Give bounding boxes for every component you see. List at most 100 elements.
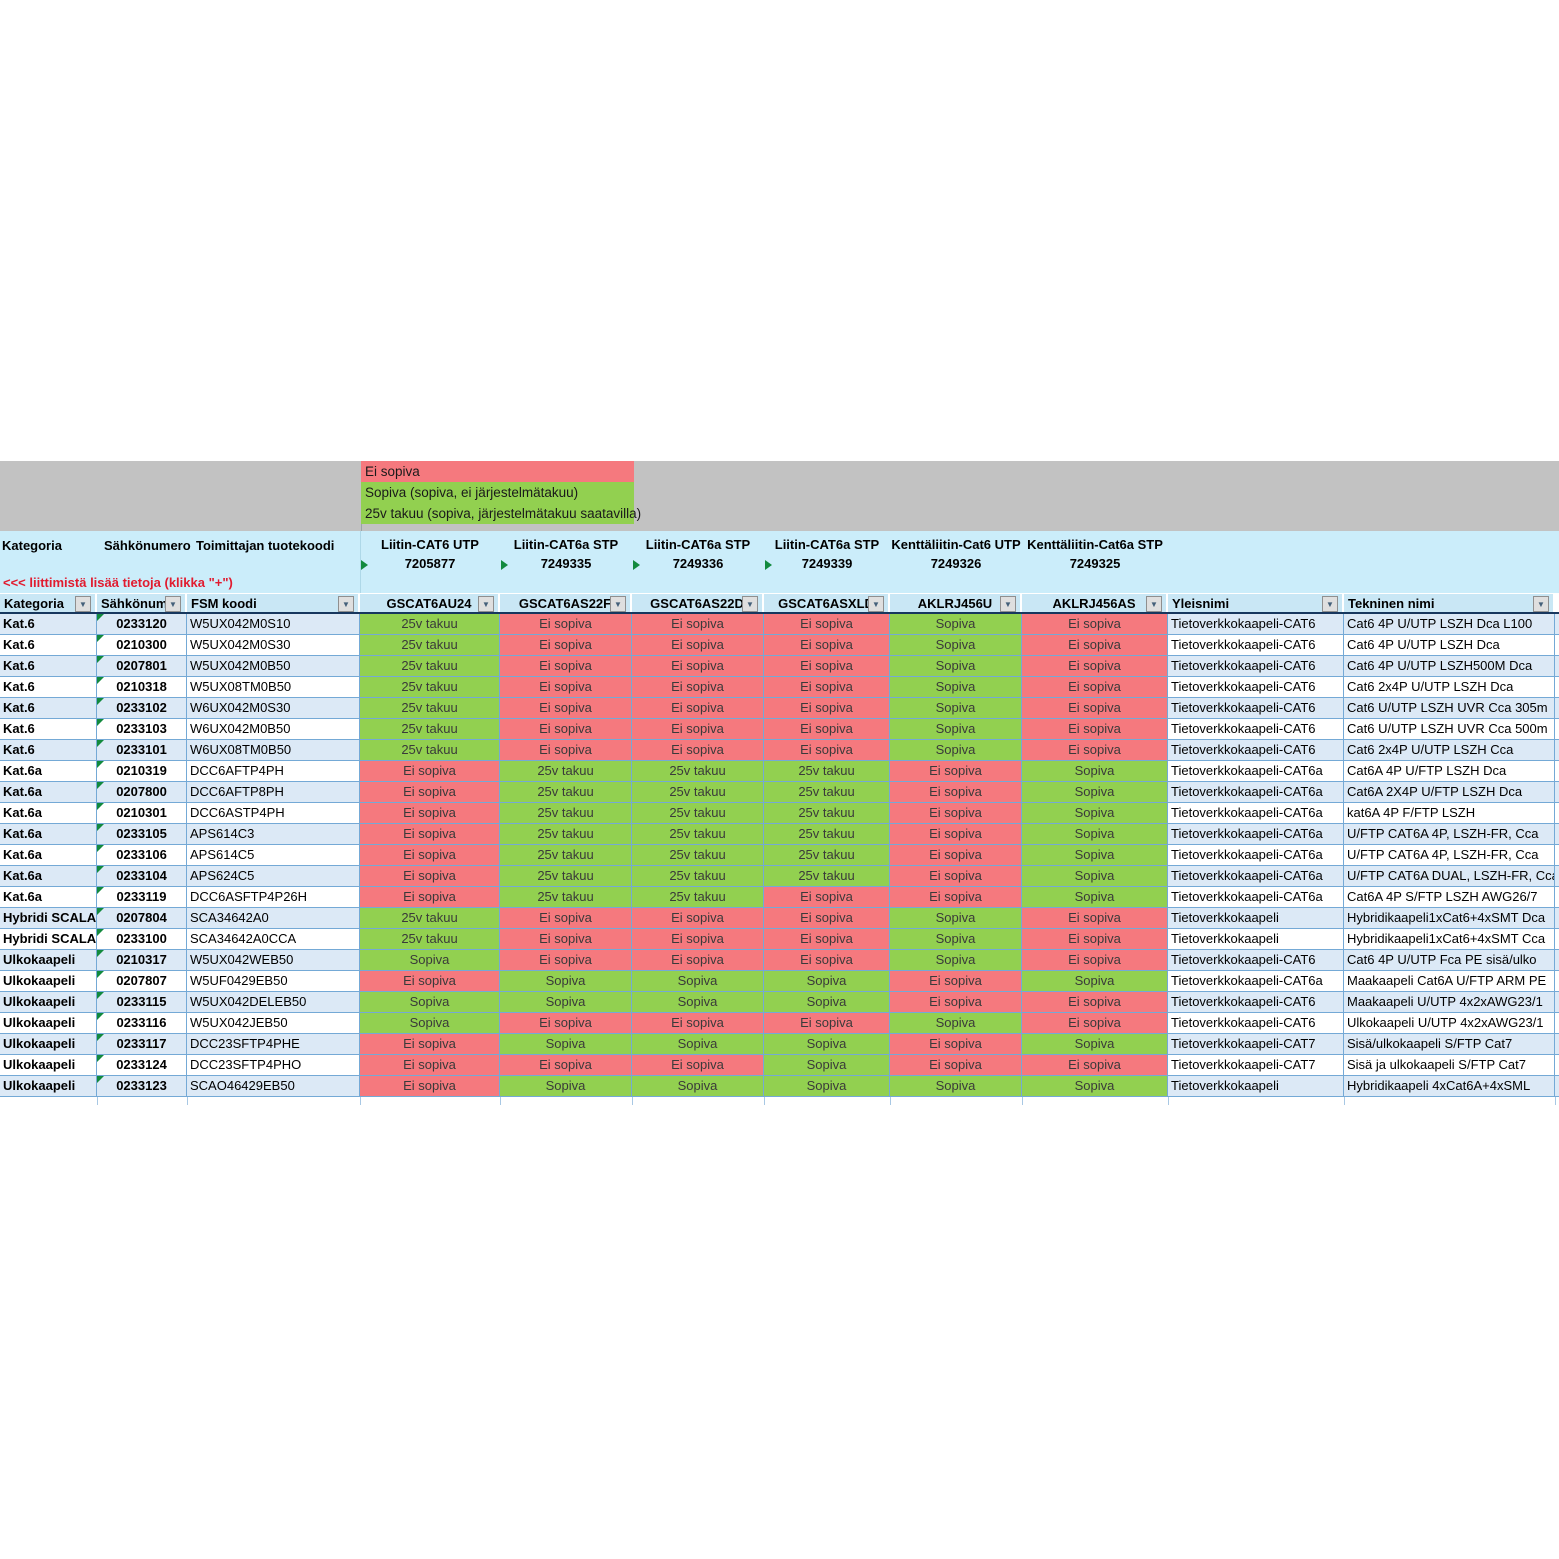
compatibility-cell[interactable]: Ei sopiva — [360, 971, 500, 992]
compatibility-cell[interactable]: Ei sopiva — [632, 698, 764, 719]
compatibility-cell[interactable]: 25v takuu — [764, 845, 890, 866]
compatibility-cell[interactable]: 25v takuu — [360, 719, 500, 740]
technical-name-cell[interactable]: Maakaapeli U/UTP 4x2xAWG23/1 — [1344, 992, 1555, 1013]
filter-dropdown-button[interactable]: ▼ — [610, 596, 626, 612]
electrical-number-cell[interactable]: 0233123 — [97, 1076, 187, 1097]
compatibility-cell[interactable]: Ei sopiva — [764, 635, 890, 656]
compatibility-cell[interactable]: Ei sopiva — [1022, 656, 1168, 677]
compatibility-cell[interactable]: 25v takuu — [360, 635, 500, 656]
generic-name-cell[interactable]: Tietoverkkokaapeli-CAT7 — [1168, 1055, 1344, 1076]
filter-header-fsm-koodi[interactable]: FSM koodi ▼ — [187, 593, 360, 614]
compatibility-cell[interactable]: 25v takuu — [764, 803, 890, 824]
compatibility-cell[interactable]: Ei sopiva — [500, 950, 632, 971]
category-cell[interactable]: Kat.6a — [0, 887, 97, 908]
electrical-number-cell[interactable]: 0233103 — [97, 719, 187, 740]
compatibility-cell[interactable]: 25v takuu — [632, 866, 764, 887]
compatibility-cell[interactable]: Sopiva — [890, 1076, 1022, 1097]
compatibility-cell[interactable]: Ei sopiva — [764, 719, 890, 740]
fsm-code-cell[interactable]: DCC23SFTP4PHO — [187, 1055, 360, 1076]
compatibility-cell[interactable]: 25v takuu — [632, 803, 764, 824]
technical-name-cell[interactable]: Hybridikaapeli 4xCat6A+4xSML — [1344, 1076, 1555, 1097]
filter-header-gscat6au24[interactable]: GSCAT6AU24 ▼ — [360, 593, 500, 614]
category-cell[interactable]: Ulkokaapeli — [0, 992, 97, 1013]
compatibility-cell[interactable]: 25v takuu — [632, 761, 764, 782]
compatibility-cell[interactable]: Sopiva — [764, 1034, 890, 1055]
technical-name-cell[interactable]: Maakaapeli Cat6A U/FTP ARM PE — [1344, 971, 1555, 992]
category-cell[interactable]: Kat.6 — [0, 635, 97, 656]
electrical-number-cell[interactable]: 0233106 — [97, 845, 187, 866]
compatibility-cell[interactable]: 25v takuu — [500, 887, 632, 908]
technical-name-cell[interactable]: Cat6 4P U/UTP Fca PE sisä/ulko — [1344, 950, 1555, 971]
compatibility-cell[interactable]: Sopiva — [764, 971, 890, 992]
fsm-code-cell[interactable]: W5UX042JEB50 — [187, 1013, 360, 1034]
compatibility-cell[interactable]: Sopiva — [764, 1055, 890, 1076]
electrical-number-cell[interactable]: 0207800 — [97, 782, 187, 803]
generic-name-cell[interactable]: Tietoverkkokaapeli-CAT6 — [1168, 614, 1344, 635]
fsm-code-cell[interactable]: W5UX042M0B50 — [187, 656, 360, 677]
compatibility-cell[interactable]: Sopiva — [890, 656, 1022, 677]
compatibility-cell[interactable]: Sopiva — [500, 971, 632, 992]
category-cell[interactable]: Ulkokaapeli — [0, 950, 97, 971]
compatibility-cell[interactable]: Ei sopiva — [890, 782, 1022, 803]
technical-name-cell[interactable]: Cat6A 2X4P U/FTP LSZH Dca — [1344, 782, 1555, 803]
technical-name-cell[interactable]: Hybridikaapeli1xCat6+4xSMT Cca — [1344, 929, 1555, 950]
fsm-code-cell[interactable]: W6UX042M0S30 — [187, 698, 360, 719]
compatibility-cell[interactable]: 25v takuu — [632, 845, 764, 866]
category-cell[interactable]: Kat.6a — [0, 866, 97, 887]
compatibility-cell[interactable]: Ei sopiva — [632, 950, 764, 971]
generic-name-cell[interactable]: Tietoverkkokaapeli-CAT7 — [1168, 1034, 1344, 1055]
compatibility-cell[interactable]: Ei sopiva — [632, 719, 764, 740]
category-cell[interactable]: Ulkokaapeli — [0, 1076, 97, 1097]
generic-name-cell[interactable]: Tietoverkkokaapeli-CAT6 — [1168, 677, 1344, 698]
compatibility-cell[interactable]: Ei sopiva — [890, 1055, 1022, 1076]
fsm-code-cell[interactable]: W6UX08TM0B50 — [187, 740, 360, 761]
compatibility-cell[interactable]: Ei sopiva — [632, 1055, 764, 1076]
category-cell[interactable]: Ulkokaapeli — [0, 971, 97, 992]
compatibility-cell[interactable]: Ei sopiva — [360, 824, 500, 845]
compatibility-cell[interactable]: Ei sopiva — [1022, 719, 1168, 740]
compatibility-cell[interactable]: Ei sopiva — [500, 1055, 632, 1076]
legend-25v-takuu-cell[interactable]: 25v takuu (sopiva, järjestelmätakuu saat… — [361, 503, 641, 524]
compatibility-cell[interactable]: Sopiva — [1022, 1034, 1168, 1055]
category-cell[interactable]: Kat.6a — [0, 761, 97, 782]
category-cell[interactable]: Kat.6a — [0, 782, 97, 803]
compatibility-cell[interactable]: Ei sopiva — [360, 866, 500, 887]
compatibility-cell[interactable]: Ei sopiva — [1022, 992, 1168, 1013]
compatibility-cell[interactable]: 25v takuu — [360, 656, 500, 677]
compatibility-cell[interactable]: 25v takuu — [764, 866, 890, 887]
compatibility-cell[interactable]: Ei sopiva — [764, 698, 890, 719]
compatibility-cell[interactable]: Ei sopiva — [764, 950, 890, 971]
compatibility-cell[interactable]: Ei sopiva — [632, 614, 764, 635]
compatibility-cell[interactable]: Ei sopiva — [1022, 635, 1168, 656]
compatibility-cell[interactable]: Sopiva — [632, 1034, 764, 1055]
compatibility-cell[interactable]: 25v takuu — [360, 677, 500, 698]
electrical-number-cell[interactable]: 0233104 — [97, 866, 187, 887]
generic-name-cell[interactable]: Tietoverkkokaapeli — [1168, 1076, 1344, 1097]
category-cell[interactable]: Ulkokaapeli — [0, 1055, 97, 1076]
compatibility-cell[interactable]: Ei sopiva — [1022, 929, 1168, 950]
compatibility-cell[interactable]: Ei sopiva — [890, 971, 1022, 992]
compatibility-cell[interactable]: Sopiva — [632, 971, 764, 992]
compatibility-cell[interactable]: Ei sopiva — [764, 614, 890, 635]
fsm-code-cell[interactable]: DCC6ASFTP4P26H — [187, 887, 360, 908]
compatibility-cell[interactable]: Ei sopiva — [632, 677, 764, 698]
filter-dropdown-button[interactable]: ▼ — [742, 596, 758, 612]
compatibility-cell[interactable]: Ei sopiva — [890, 845, 1022, 866]
filter-header-gscat6as22f[interactable]: GSCAT6AS22F ▼ — [500, 593, 632, 614]
fsm-code-cell[interactable]: APS614C3 — [187, 824, 360, 845]
compatibility-cell[interactable]: 25v takuu — [632, 887, 764, 908]
electrical-number-cell[interactable]: 0210301 — [97, 803, 187, 824]
generic-name-cell[interactable]: Tietoverkkokaapeli-CAT6 — [1168, 698, 1344, 719]
fsm-code-cell[interactable]: DCC23SFTP4PHE — [187, 1034, 360, 1055]
fsm-code-cell[interactable]: W5UX042WEB50 — [187, 950, 360, 971]
compatibility-cell[interactable]: Sopiva — [890, 614, 1022, 635]
fsm-code-cell[interactable]: DCC6AFTP4PH — [187, 761, 360, 782]
category-cell[interactable]: Kat.6 — [0, 719, 97, 740]
compatibility-cell[interactable]: Sopiva — [1022, 1076, 1168, 1097]
compatibility-cell[interactable]: Ei sopiva — [890, 1034, 1022, 1055]
technical-name-cell[interactable]: kat6A 4P F/FTP LSZH — [1344, 803, 1555, 824]
compatibility-cell[interactable]: Ei sopiva — [764, 908, 890, 929]
compatibility-cell[interactable]: Ei sopiva — [360, 887, 500, 908]
compatibility-cell[interactable]: Sopiva — [764, 992, 890, 1013]
compatibility-cell[interactable]: Ei sopiva — [632, 908, 764, 929]
